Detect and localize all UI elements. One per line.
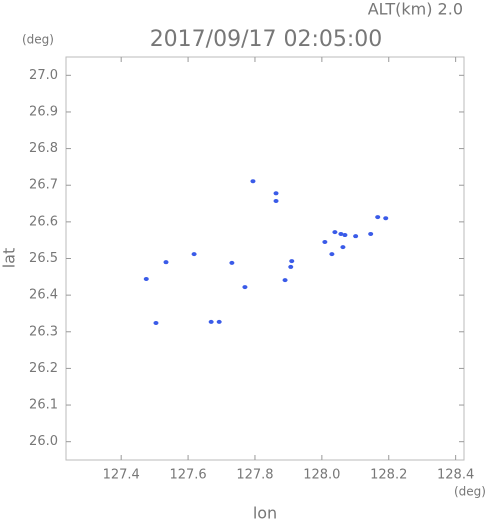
echo-point (289, 259, 295, 264)
echo-point (208, 319, 214, 324)
x-tick-label: 127.4 (103, 468, 140, 483)
echo-point (216, 319, 222, 324)
echo-point (153, 320, 159, 325)
echo-point (282, 278, 288, 283)
echo-point (273, 198, 279, 203)
echo-point (332, 230, 338, 235)
x-axis-label: lon (253, 504, 277, 522)
y-tick-label: 26.0 (29, 434, 58, 449)
chart-title: 2017/09/17 02:05:00 (150, 27, 383, 52)
echo-point (163, 260, 169, 265)
echo-point (329, 252, 335, 257)
y-tick-label: 26.8 (29, 141, 58, 156)
y-tick-label: 26.6 (29, 214, 58, 229)
x-tick-label: 127.8 (236, 468, 273, 483)
x-tick-label: 128.4 (437, 468, 474, 483)
echo-point (250, 179, 256, 184)
echo-point (340, 245, 346, 250)
y-axis-label: lat (0, 248, 19, 269)
x-tick-label: 128.0 (303, 468, 340, 483)
altitude-label: ALT(km) 2.0 (368, 0, 463, 19)
echo-point (242, 285, 248, 290)
x-tick-label: 128.2 (370, 468, 407, 483)
echo-point (288, 264, 294, 269)
echo-point (368, 231, 374, 236)
echo-point (143, 277, 149, 282)
echo-point (353, 234, 359, 239)
y-tick-label: 26.3 (29, 324, 58, 339)
echo-point (229, 260, 235, 265)
y-tick-label: 26.5 (29, 251, 58, 266)
echo-point (322, 240, 328, 245)
y-unit: (deg) (22, 33, 54, 47)
y-tick-label: 26.9 (29, 104, 58, 119)
y-tick-label: 26.7 (29, 178, 58, 193)
echo-point (375, 215, 381, 220)
echo-point (338, 231, 344, 236)
echo-point (273, 191, 279, 196)
y-tick-label: 26.4 (29, 288, 58, 303)
echo-point (383, 216, 389, 221)
y-tick-label: 26.2 (29, 361, 58, 376)
x-tick-label: 127.6 (169, 468, 206, 483)
y-tick-label: 27.0 (29, 68, 58, 83)
echo-point (342, 233, 348, 238)
echo-point (191, 252, 197, 257)
x-unit: (deg) (454, 485, 486, 499)
plot-frame (65, 56, 465, 461)
y-tick-label: 26.1 (29, 398, 58, 413)
